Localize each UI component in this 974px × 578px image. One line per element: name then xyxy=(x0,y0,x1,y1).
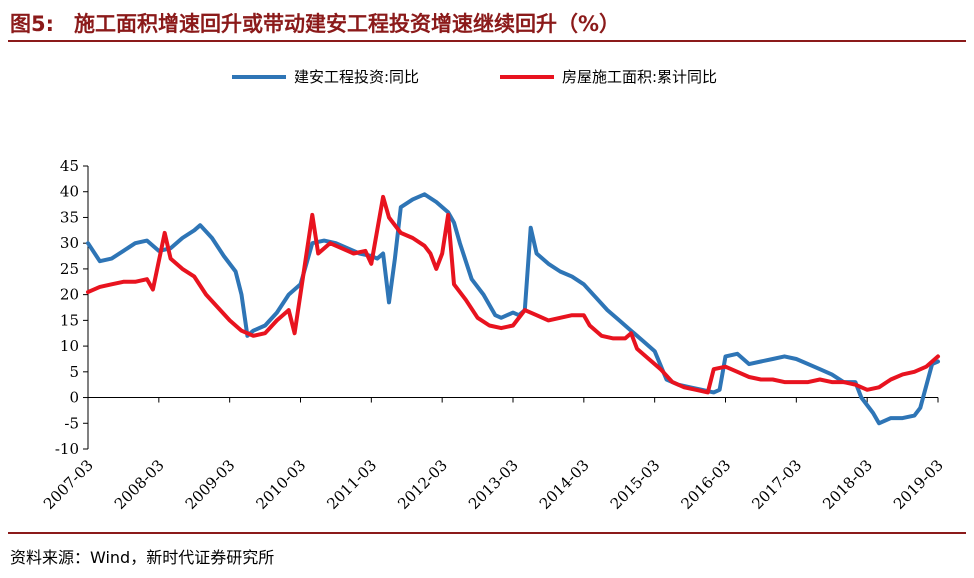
x-tick-label: 2007-03 xyxy=(40,456,97,513)
figure-title: 图5: 施工面积增速回升或带动建安工程投资增速继续回升（%） xyxy=(10,8,620,38)
figure-title-text: 施工面积增速回升或带动建安工程投资增速继续回升（%） xyxy=(74,12,621,36)
legend-label-construction-investment: 建安工程投资:同比 xyxy=(294,68,420,86)
series-line-floor-area xyxy=(86,194,940,395)
x-tick-label: 2009-03 xyxy=(182,456,239,513)
x-tick-label: 2017-03 xyxy=(748,456,805,513)
y-tick-label: 40 xyxy=(60,183,79,201)
x-tick-label: 2018-03 xyxy=(819,456,876,513)
y-tick-label: -5 xyxy=(64,414,79,432)
legend-swatch-construction-investment xyxy=(232,74,286,79)
y-tick-label: 10 xyxy=(60,337,79,355)
x-tick-label: 2012-03 xyxy=(394,456,451,513)
y-tick-label: 25 xyxy=(60,260,79,278)
y-tick-label: 30 xyxy=(60,234,79,252)
x-tick-label: 2019-03 xyxy=(890,456,947,513)
legend-label-floor-area: 房屋施工面积:累计同比 xyxy=(562,68,718,86)
footer: 资料来源：Wind，新时代证券研究所 xyxy=(8,532,966,574)
x-tick-label: 2011-03 xyxy=(323,456,380,513)
legend-item-construction-investment: 建安工程投资:同比 xyxy=(232,66,419,87)
y-tick-label: 35 xyxy=(60,208,79,226)
source-note: 资料来源：Wind，新时代证券研究所 xyxy=(10,548,275,567)
x-tick-label: 2016-03 xyxy=(678,456,735,513)
series-line-construction-investment xyxy=(86,192,940,426)
y-tick-label: -10 xyxy=(55,440,79,458)
x-tick-label: 2015-03 xyxy=(607,456,664,513)
x-tick-label: 2014-03 xyxy=(536,456,593,513)
legend-item-floor-area: 房屋施工面积:累计同比 xyxy=(500,66,717,87)
figure-number: 图5: xyxy=(10,12,55,36)
chart-legend: 建安工程投资:同比 房屋施工面积:累计同比 xyxy=(0,66,974,96)
figure-title-bar: 图5: 施工面积增速回升或带动建安工程投资增速继续回升（%） xyxy=(8,6,966,42)
y-tick-label: 15 xyxy=(60,311,79,329)
y-tick-label: 20 xyxy=(60,286,79,304)
y-tick-label: 0 xyxy=(69,389,79,407)
y-tick-label: 45 xyxy=(60,157,79,175)
x-tick-label: 2010-03 xyxy=(253,456,310,513)
legend-swatch-floor-area xyxy=(500,74,554,79)
x-tick-label: 2013-03 xyxy=(465,456,522,513)
x-tick-label: 2008-03 xyxy=(111,456,168,513)
y-tick-label: 5 xyxy=(69,363,79,381)
